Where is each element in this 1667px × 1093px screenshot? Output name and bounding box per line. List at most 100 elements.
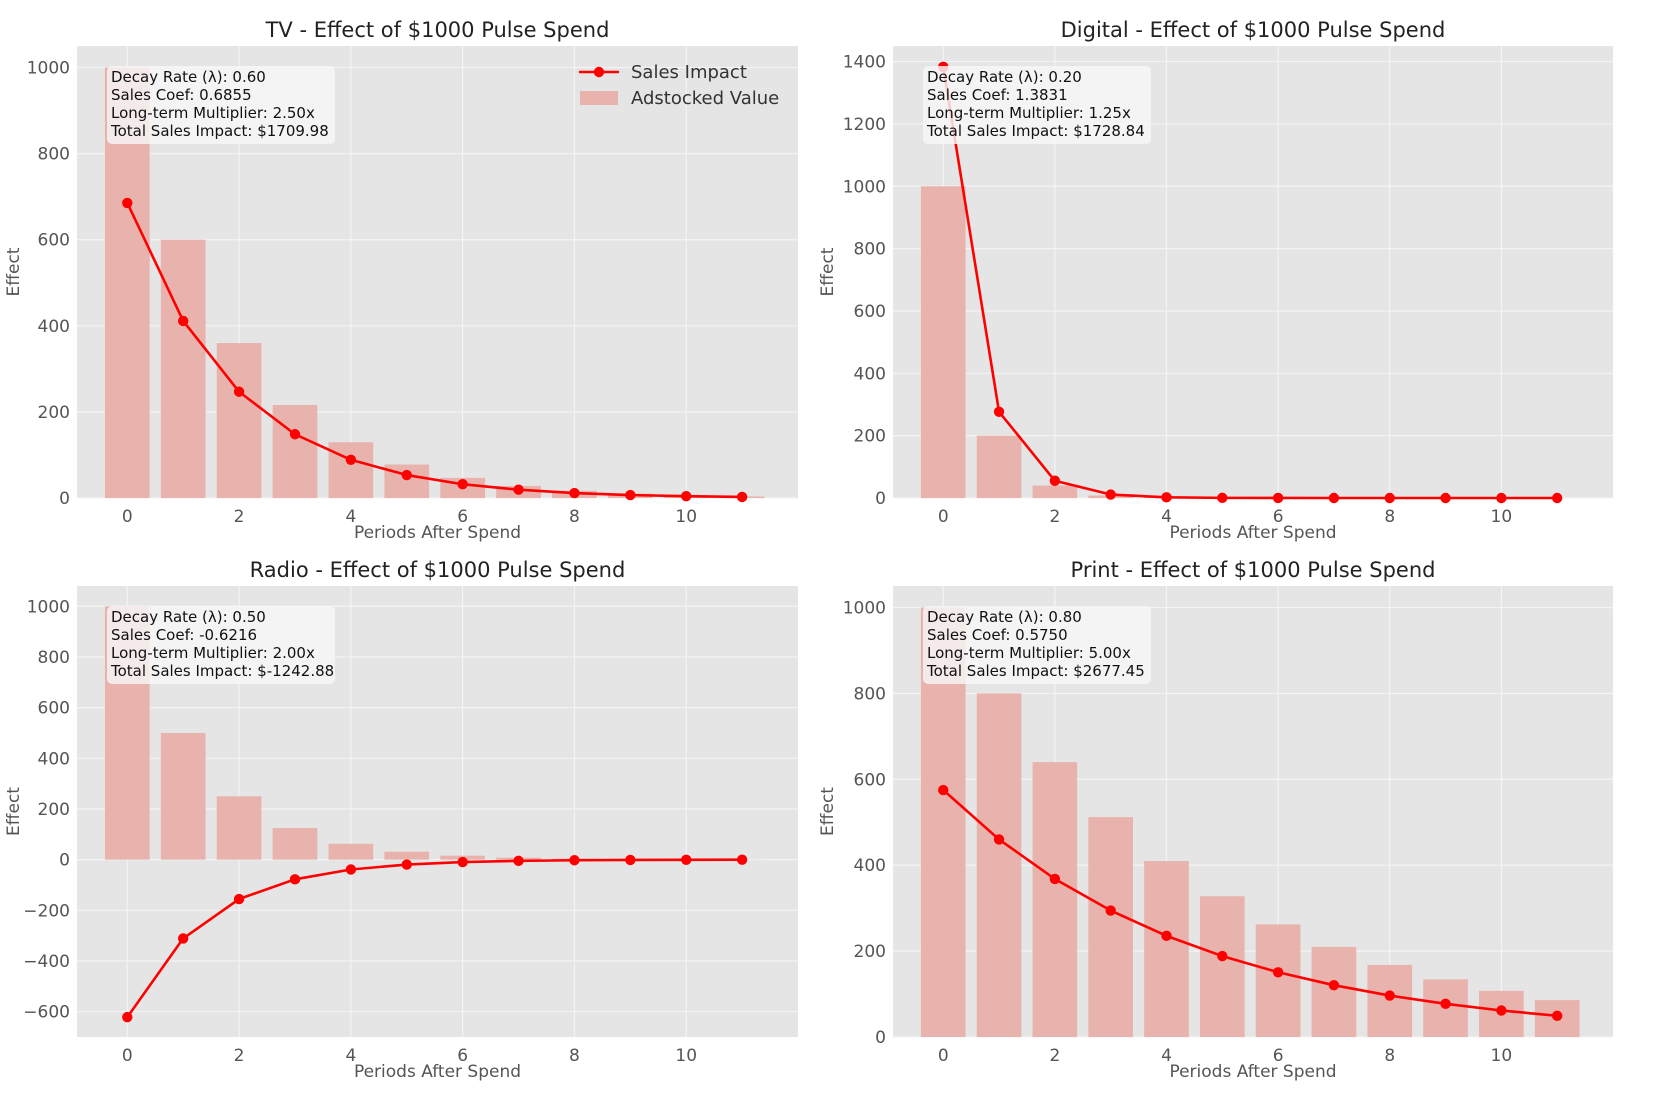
annotation-line: Long-term Multiplier: 1.25x bbox=[927, 104, 1131, 122]
annotation-box bbox=[923, 606, 1151, 684]
line-point bbox=[1217, 492, 1228, 504]
line-point bbox=[1384, 492, 1395, 504]
line-point bbox=[1496, 1005, 1507, 1016]
line-point bbox=[401, 859, 412, 870]
y-axis-label: Effect bbox=[4, 247, 24, 296]
y-axis-label: Effect bbox=[818, 247, 838, 296]
annotation-line: Sales Coef: 0.6855 bbox=[111, 86, 252, 104]
y-tick-label: 0 bbox=[875, 489, 886, 509]
x-tick-label: 8 bbox=[569, 507, 580, 527]
x-tick-label: 8 bbox=[569, 1046, 580, 1066]
y-tick-label: 200 bbox=[854, 942, 886, 962]
x-tick-label: 6 bbox=[1273, 507, 1284, 527]
legend-bar-swatch bbox=[580, 91, 618, 105]
annotation-line: Total Sales Impact: $1728.84 bbox=[926, 122, 1145, 140]
y-axis-label: Effect bbox=[4, 787, 24, 836]
line-point bbox=[1440, 998, 1451, 1010]
line-point bbox=[736, 491, 748, 503]
line-point bbox=[177, 933, 189, 944]
x-tick-label: 10 bbox=[675, 507, 697, 527]
chart-panel-1: 0 200 400 600 800 1000 0 2 4 6 8 10 TV - Effect of $… bbox=[4, 18, 798, 543]
line-point bbox=[1328, 979, 1340, 991]
y-tick-label: 800 bbox=[38, 648, 70, 668]
x-tick-label: 2 bbox=[1049, 507, 1060, 527]
x-tick-label: 10 bbox=[675, 1046, 697, 1066]
line-point bbox=[681, 491, 692, 502]
y-tick-label: 200 bbox=[38, 403, 70, 423]
line-point bbox=[289, 874, 301, 885]
line-point bbox=[993, 406, 1005, 417]
line-point bbox=[1440, 492, 1451, 504]
chart-panel-4: 0 200 400 600 800 1000 0 2 4 6 8 10 Print - Effect o… bbox=[818, 558, 1613, 1082]
y-tick-label: 400 bbox=[38, 749, 70, 769]
line-point bbox=[1272, 967, 1284, 978]
line-point bbox=[457, 856, 468, 868]
annotation-line: Total Sales Impact: $1709.98 bbox=[110, 122, 329, 140]
y-tick-label: 200 bbox=[38, 800, 70, 820]
y-tick-label: −600 bbox=[23, 1003, 70, 1023]
line-point bbox=[1272, 492, 1284, 504]
y-tick-label: 1000 bbox=[27, 597, 70, 617]
line-point bbox=[569, 855, 580, 866]
annotation-line: Sales Coef: -0.6216 bbox=[111, 626, 257, 644]
bar bbox=[1032, 762, 1078, 1037]
line-point bbox=[122, 1011, 133, 1023]
bar bbox=[1088, 817, 1133, 1037]
line-point bbox=[177, 315, 189, 327]
annotation-line: Decay Rate (λ): 0.60 bbox=[111, 68, 266, 86]
chart-title: Digital - Effect of $1000 Pulse Spend bbox=[1061, 18, 1446, 42]
y-tick-label: 400 bbox=[38, 317, 70, 337]
line-point bbox=[1217, 950, 1228, 962]
line-point bbox=[1551, 1010, 1563, 1021]
x-tick-label: 4 bbox=[345, 1046, 356, 1066]
annotation-line: Decay Rate (λ): 0.20 bbox=[927, 68, 1082, 86]
series-line bbox=[126, 202, 743, 499]
bar bbox=[272, 827, 318, 860]
annotation-line: Long-term Multiplier: 2.00x bbox=[111, 644, 315, 662]
annotation-line: Long-term Multiplier: 2.50x bbox=[111, 104, 315, 122]
x-tick-label: 0 bbox=[938, 507, 949, 527]
y-tick-label: 800 bbox=[854, 684, 886, 704]
line-point bbox=[1049, 873, 1061, 885]
bar bbox=[976, 435, 1022, 498]
x-tick-label: 10 bbox=[1491, 1046, 1513, 1066]
x-tick-label: 6 bbox=[1273, 1046, 1284, 1066]
line-point bbox=[938, 784, 949, 796]
bar bbox=[216, 343, 262, 498]
annotation-line: Total Sales Impact: $2677.45 bbox=[926, 662, 1145, 680]
line-point bbox=[625, 854, 636, 866]
legend-label-sales-impact: Sales Impact bbox=[631, 62, 747, 83]
bar bbox=[976, 693, 1022, 1037]
x-axis-label: Periods After Spend bbox=[1169, 523, 1336, 543]
bar bbox=[328, 843, 374, 860]
y-tick-label: 0 bbox=[59, 851, 70, 871]
line-point bbox=[289, 429, 301, 440]
line-point bbox=[513, 484, 524, 495]
annotation-line: Sales Coef: 1.3831 bbox=[927, 86, 1068, 104]
x-tick-label: 0 bbox=[122, 507, 133, 527]
bar bbox=[160, 732, 206, 860]
x-axis-label: Periods After Spend bbox=[354, 523, 521, 543]
x-tick-label: 2 bbox=[234, 507, 245, 527]
y-tick-label: 800 bbox=[38, 145, 70, 165]
chart-panel-2: 0 200 400 600 800 1000 1200 1400 0 2 4 6 8 10 Digital … bbox=[818, 18, 1613, 543]
x-tick-label: 8 bbox=[1384, 1046, 1395, 1066]
line-point bbox=[1105, 905, 1116, 916]
y-tick-label: 0 bbox=[875, 1028, 886, 1048]
line-point bbox=[345, 864, 357, 875]
line-point bbox=[1328, 492, 1340, 504]
line-point bbox=[1551, 492, 1563, 504]
line-point bbox=[513, 855, 524, 867]
line-point bbox=[1105, 489, 1116, 500]
x-tick-label: 0 bbox=[938, 1046, 949, 1066]
y-tick-label: 600 bbox=[38, 699, 70, 719]
annotation-line: Long-term Multiplier: 5.00x bbox=[927, 644, 1131, 662]
y-tick-label: 600 bbox=[854, 770, 886, 790]
chart-panel-3: −600 −400 −200 0 200 400 600 800 1000 0 2 4 6 8 10 Radi… bbox=[4, 558, 798, 1082]
y-tick-label: 400 bbox=[854, 364, 886, 384]
annotation-line: Sales Coef: 0.5750 bbox=[927, 626, 1068, 644]
chart-title: Radio - Effect of $1000 Pulse Spend bbox=[250, 558, 626, 582]
line-point bbox=[122, 197, 133, 209]
